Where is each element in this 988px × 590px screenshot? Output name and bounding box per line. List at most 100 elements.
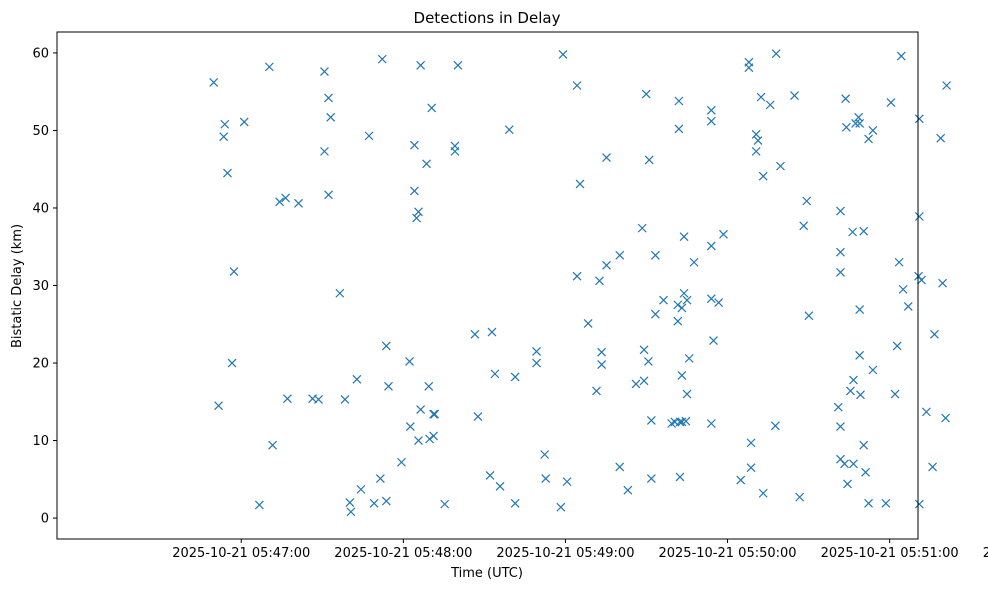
data-point (615, 462, 625, 472)
data-point (650, 250, 660, 260)
data-point (592, 386, 601, 396)
data-point (425, 434, 434, 444)
data-point (896, 51, 906, 61)
data-point (706, 116, 716, 126)
data-point (320, 67, 329, 76)
data-point (756, 92, 766, 102)
data-point (623, 485, 633, 495)
data-point (898, 284, 908, 294)
data-point (855, 350, 865, 360)
data-point (219, 132, 229, 142)
data-point (758, 171, 768, 181)
x-axis-ticks: 2025-10-21 05:47:00 2025-10-21 05:48:00 20… (172, 539, 988, 561)
data-point (714, 298, 724, 307)
data-point (841, 122, 851, 132)
y-tick-label: 60 (32, 46, 49, 61)
data-point (397, 457, 406, 467)
x-tick-label: 2025-10-21 05:49:00 (496, 546, 634, 561)
data-point (440, 499, 450, 509)
data-point (646, 415, 656, 425)
data-point (673, 300, 683, 310)
data-point (706, 419, 716, 428)
data-point (836, 422, 845, 432)
data-point (765, 100, 775, 110)
data-point (930, 329, 939, 339)
data-point (942, 81, 952, 90)
data-point (914, 212, 924, 221)
data-point (639, 345, 649, 355)
data-point (881, 498, 891, 508)
data-point (641, 89, 651, 99)
data-point (736, 475, 746, 485)
data-point (510, 498, 520, 508)
data-point (381, 496, 391, 506)
x-tick-label: 2025-10-21 05:47:00 (172, 546, 310, 561)
data-point (674, 124, 684, 134)
data-point (677, 303, 687, 313)
data-point (921, 407, 931, 417)
data-point (848, 227, 858, 237)
data-point (894, 257, 904, 267)
data-point (841, 94, 851, 104)
data-point (575, 179, 585, 189)
data-point (556, 502, 566, 512)
y-tick-label: 40 (32, 201, 49, 216)
data-point (495, 481, 505, 491)
data-point (381, 341, 391, 351)
y-tick-label: 10 (32, 434, 49, 449)
data-point (836, 206, 845, 216)
data-point (646, 474, 656, 483)
data-point (751, 129, 761, 139)
data-point (414, 436, 423, 445)
data-point (597, 347, 607, 357)
data-point (868, 126, 878, 135)
data-point (859, 440, 869, 450)
data-point (706, 294, 716, 304)
data-point (409, 186, 419, 196)
data-point (836, 247, 845, 257)
data-point (275, 197, 285, 207)
data-point (637, 223, 647, 233)
data-point (790, 91, 799, 100)
y-axis-ticks: 0 10 20 30 40 50 60 (32, 46, 57, 527)
data-point (487, 327, 497, 337)
data-point (429, 409, 439, 419)
data-point (283, 394, 292, 404)
data-point (562, 477, 572, 487)
data-point (223, 168, 232, 178)
data-point (377, 54, 387, 64)
data-point (254, 500, 264, 510)
data-point (849, 375, 858, 385)
data-point (776, 161, 785, 171)
data-point (409, 140, 419, 150)
data-point (941, 413, 950, 423)
data-point (453, 60, 463, 70)
data-point (903, 302, 913, 311)
data-point (214, 401, 223, 411)
data-point (369, 498, 379, 508)
data-point (659, 295, 668, 305)
data-point (643, 357, 653, 366)
data-point (320, 146, 329, 156)
data-point (427, 103, 437, 113)
chart-title: Detections in Delay (414, 9, 561, 27)
data-point (294, 198, 303, 208)
data-point (709, 336, 718, 345)
data-point (602, 153, 611, 163)
data-point (639, 376, 649, 386)
data-point (364, 131, 374, 141)
y-tick-label: 20 (32, 357, 49, 372)
data-point (324, 93, 333, 103)
data-point (914, 271, 923, 281)
data-point (583, 319, 593, 328)
data-point (314, 395, 323, 404)
data-point (335, 288, 345, 298)
data-point (864, 498, 873, 508)
data-point (540, 450, 550, 459)
data-point (490, 369, 500, 379)
data-point (422, 159, 432, 169)
data-point (450, 146, 460, 156)
data-point (928, 462, 938, 472)
